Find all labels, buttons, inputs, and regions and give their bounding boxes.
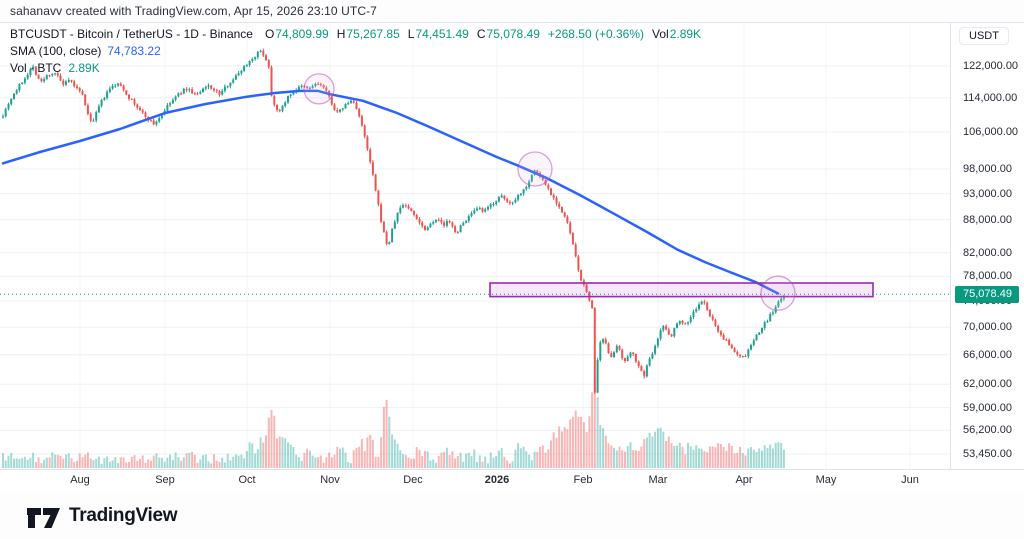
price-tick-label: 93,000.00 [963,187,1012,200]
low-value: 74,451.49 [415,27,469,41]
sma-indicator-value: 74,783.22 [107,44,161,58]
price-tick-label: 78,000.00 [963,270,1012,283]
price-tick-label: 62,000.00 [963,378,1012,391]
time-tick-label: 2026 [484,474,510,486]
time-tick-label: Aug [70,474,90,486]
low-label: L [407,27,415,41]
chart-panel: BTCUSDT - Bitcoin / TetherUS - 1D - Bina… [0,22,1024,493]
time-tick-label: Apr [735,474,753,486]
footer-branding: TradingView [27,503,178,529]
close-value: 75,078.49 [486,27,540,41]
price-pane[interactable] [0,23,950,469]
price-tick-label: 106,000.00 [963,126,1019,139]
price-tick-label: 53,450.00 [963,448,1012,460]
chart-legend: BTCUSDT - Bitcoin / TetherUS - 1D - Bina… [10,26,701,77]
volume-indicator-label[interactable]: Vol · BTC [10,61,62,75]
high-value: 75,267.85 [346,27,400,41]
price-tick-label: 82,000.00 [963,246,1012,259]
tradingview-logo-icon[interactable] [27,503,61,529]
close-label: C [476,27,486,41]
symbol-row: BTCUSDT - Bitcoin / TetherUS - 1D - Bina… [10,26,701,43]
open-label: O [264,27,275,41]
sma-row: SMA (100, close) 74,783.22 [10,43,701,60]
volume-row: Vol · BTC 2.89K [10,60,701,77]
change-value: +268.50 (+0.36%) [547,27,644,41]
price-tick-label: 98,000.00 [963,162,1012,175]
time-tick-label: Nov [320,474,340,486]
volume-indicator-value: 2.89K [68,61,100,75]
current-price-label: 75,078.49 [955,286,1019,304]
tradingview-wordmark[interactable]: TradingView [69,505,178,526]
time-tick-label: Feb [573,474,593,486]
price-tick-label: 59,000.00 [963,401,1012,414]
price-tick-label: 114,000.00 [963,91,1018,104]
time-axis[interactable]: Aug Sep Oct Nov Dec 2026 Feb Mar Apr May Jun [0,469,1024,493]
volume-label: Vol [652,27,669,41]
price-tick-label: 66,000.00 [963,348,1012,361]
open-value: 74,809.99 [275,27,329,41]
watermark-text: sahanavv created with TradingView.com, A… [10,4,377,18]
high-label: H [336,27,346,41]
time-tick-label: Sep [155,474,175,486]
currency-unit-button[interactable]: USDT [959,27,1009,45]
time-tick-label: Jun [901,474,919,486]
price-tick-label: 122,000.00 [963,60,1019,72]
price-tick-label: 88,000.00 [963,213,1012,226]
price-tick-label: 70,000.00 [963,321,1012,334]
time-tick-label: Oct [238,474,256,486]
sma-indicator-label[interactable]: SMA (100, close) [10,44,102,58]
volume-value: 2.89K [669,27,702,41]
price-tick-label: 56,200.00 [963,424,1012,437]
time-tick-label: May [815,474,837,486]
time-tick-label: Dec [403,474,423,486]
price-axis[interactable]: USDT 122,000.00 114,000.00 106,000.00 98,00… [950,23,1024,469]
time-tick-label: Mar [648,474,668,486]
symbol-title[interactable]: BTCUSDT - Bitcoin / TetherUS - 1D - Bina… [10,27,253,41]
